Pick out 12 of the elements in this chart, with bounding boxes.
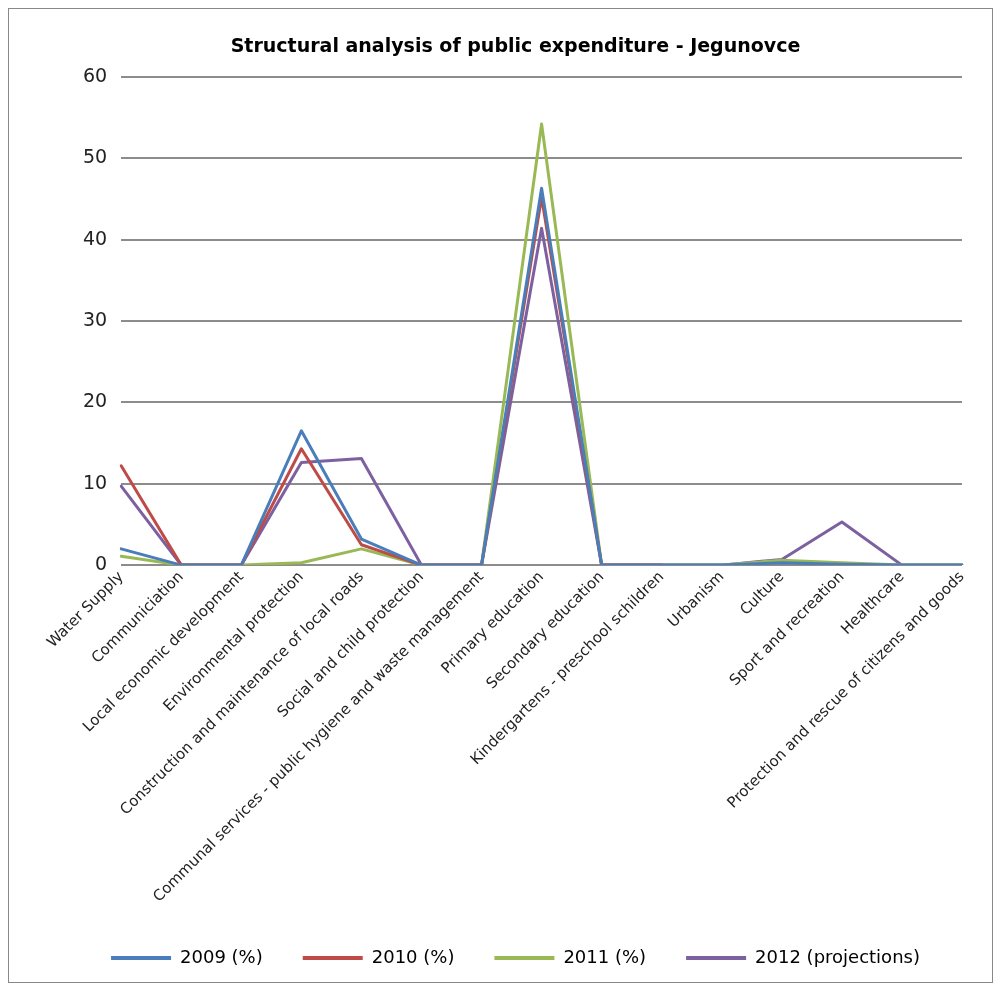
y-tick-label: 30 <box>82 307 108 330</box>
chart-title: Structural analysis of public expenditure - Jegunovce <box>230 34 801 57</box>
legend-label: 2012 (projections) <box>755 945 920 967</box>
y-tick-label: 60 <box>82 63 108 86</box>
y-tick-label: 50 <box>82 145 108 168</box>
y-tick-label: 40 <box>82 226 108 249</box>
y-tick-label: 0 <box>95 552 108 575</box>
legend-label: 2011 (%) <box>563 945 647 967</box>
y-tick-label: 20 <box>82 389 108 412</box>
legend-label: 2010 (%) <box>371 945 455 967</box>
y-tick-label: 10 <box>82 470 108 493</box>
legend-label: 2009 (%) <box>180 945 263 967</box>
